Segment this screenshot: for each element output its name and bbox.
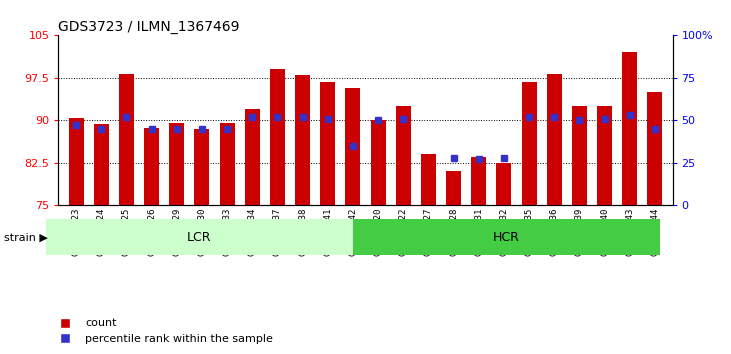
Bar xyxy=(69,118,83,205)
Bar xyxy=(648,92,662,205)
Legend: count, percentile rank within the sample: count, percentile rank within the sample xyxy=(50,314,277,348)
Bar xyxy=(521,82,537,205)
Bar xyxy=(94,124,109,205)
Text: HCR: HCR xyxy=(493,231,520,244)
Bar xyxy=(622,52,637,205)
Bar xyxy=(471,157,486,205)
Bar xyxy=(245,109,260,205)
Bar xyxy=(421,154,436,205)
Bar xyxy=(169,122,184,205)
Bar xyxy=(446,171,461,205)
Bar xyxy=(144,128,159,205)
Bar xyxy=(320,82,336,205)
Bar xyxy=(496,163,512,205)
Bar xyxy=(572,106,587,205)
Bar xyxy=(547,74,562,205)
Text: GDS3723 / ILMN_1367469: GDS3723 / ILMN_1367469 xyxy=(58,21,240,34)
Bar xyxy=(270,69,285,205)
Bar xyxy=(345,87,360,205)
Bar xyxy=(119,74,134,205)
Bar xyxy=(395,106,411,205)
Text: strain ▶: strain ▶ xyxy=(4,232,48,242)
Bar xyxy=(295,75,310,205)
Text: LCR: LCR xyxy=(187,231,211,244)
Bar xyxy=(219,123,235,205)
Bar xyxy=(371,120,386,205)
Bar xyxy=(597,106,612,205)
Bar xyxy=(194,129,210,205)
